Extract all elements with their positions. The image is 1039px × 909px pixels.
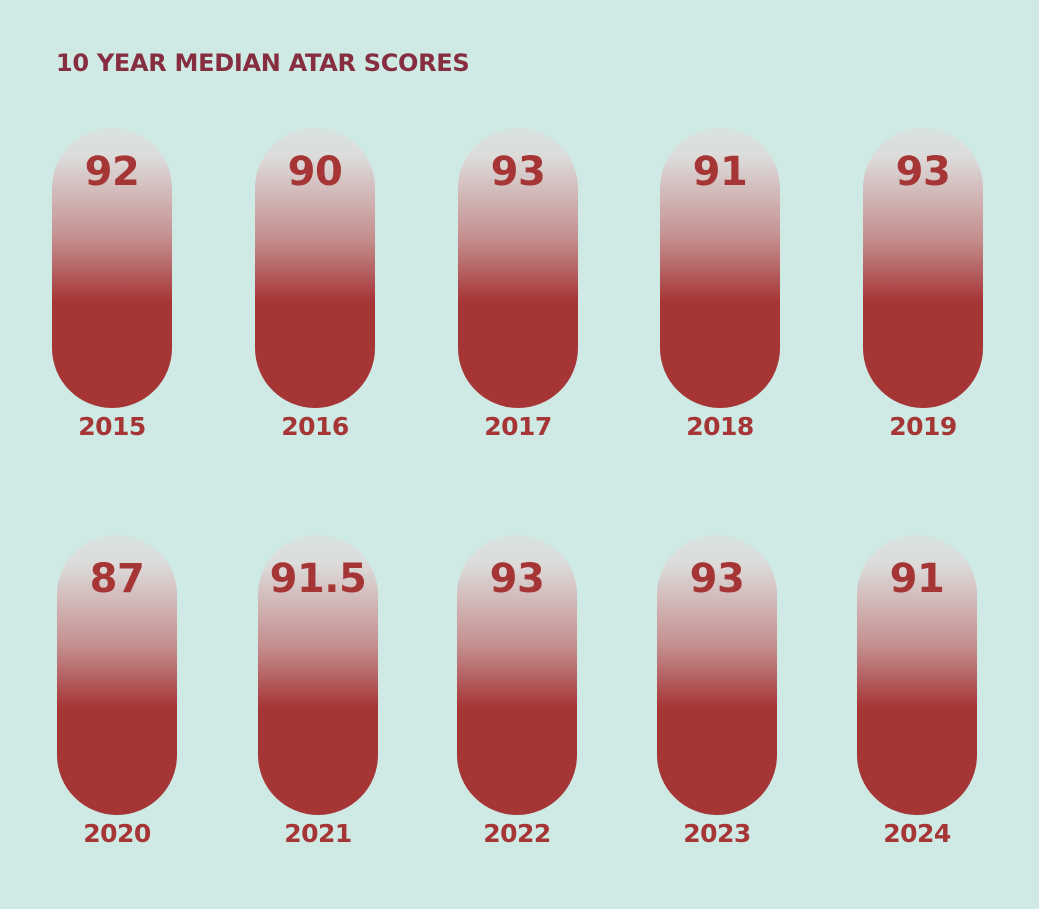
year-label-2017: 2017 — [484, 412, 552, 441]
column-bar-2020 — [57, 535, 177, 815]
column-bar-2024 — [857, 535, 977, 815]
year-label-2024: 2024 — [883, 819, 951, 848]
year-label-2019: 2019 — [889, 412, 957, 441]
year-label-2015: 2015 — [78, 412, 146, 441]
year-label-2021: 2021 — [284, 819, 352, 848]
year-label-2018: 2018 — [686, 412, 754, 441]
value-label-2021: 91.5 — [269, 556, 367, 602]
value-label-2020: 87 — [89, 556, 145, 602]
column-bar-2021 — [258, 535, 378, 815]
column-bar-2018 — [660, 128, 780, 408]
value-label-2022: 93 — [489, 556, 545, 602]
column-bar-2023 — [657, 535, 777, 815]
column-bar-2022 — [457, 535, 577, 815]
column-bar-2019 — [863, 128, 983, 408]
value-label-2019: 93 — [895, 149, 951, 195]
value-label-2023: 93 — [689, 556, 745, 602]
year-label-2020: 2020 — [83, 819, 151, 848]
chart-title: 10 YEAR MEDIAN ATAR SCORES — [56, 49, 470, 77]
value-label-2018: 91 — [692, 149, 748, 195]
column-bar-2016 — [255, 128, 375, 408]
year-label-2016: 2016 — [281, 412, 349, 441]
year-label-2022: 2022 — [483, 819, 551, 848]
year-label-2023: 2023 — [683, 819, 751, 848]
column-bar-2015 — [52, 128, 172, 408]
value-label-2024: 91 — [889, 556, 945, 602]
value-label-2015: 92 — [84, 149, 140, 195]
value-label-2017: 93 — [490, 149, 546, 195]
value-label-2016: 90 — [287, 149, 343, 195]
column-bar-2017 — [458, 128, 578, 408]
